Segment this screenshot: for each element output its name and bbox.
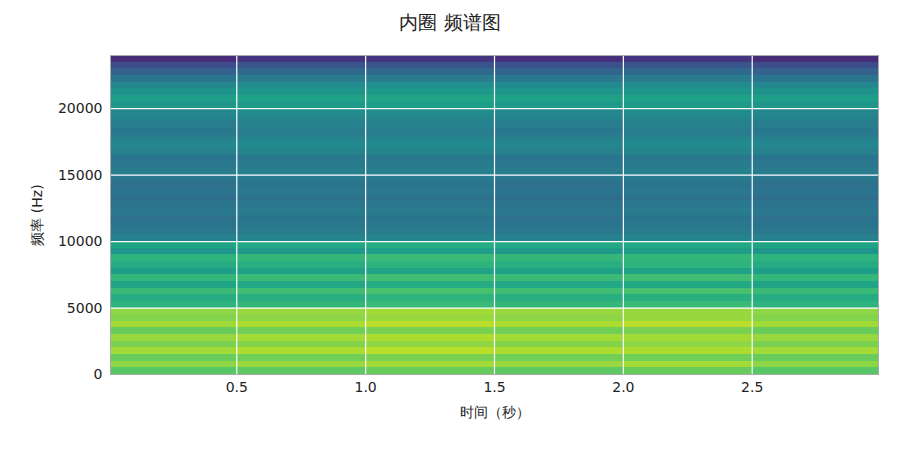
- svg-text:5000: 5000: [67, 300, 103, 316]
- svg-text:10000: 10000: [58, 233, 103, 249]
- svg-text:1.5: 1.5: [483, 379, 505, 395]
- svg-text:2.5: 2.5: [741, 379, 763, 395]
- svg-text:频率 (Hz): 频率 (Hz): [29, 184, 45, 245]
- html-text:内圈 频谱图: 内圈 频谱图: [399, 11, 501, 33]
- svg-text:2.0: 2.0: [612, 379, 634, 395]
- svg-text:20000: 20000: [58, 100, 103, 116]
- svg-text:时间（秒）: 时间（秒）: [460, 404, 530, 420]
- svg-text:15000: 15000: [58, 167, 103, 183]
- svg-text:0: 0: [94, 366, 103, 382]
- svg-text:1.0: 1.0: [355, 379, 377, 395]
- svg-text:0.5: 0.5: [226, 379, 248, 395]
